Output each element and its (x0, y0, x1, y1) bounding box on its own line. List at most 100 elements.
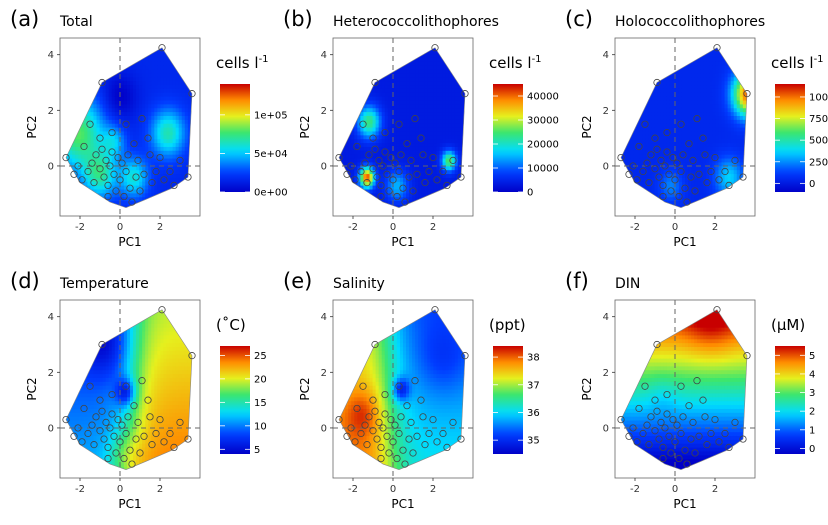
colorbar-title: (µM) (771, 316, 805, 334)
station-point (170, 181, 178, 190)
station-point (691, 187, 699, 195)
panel-title: Holococcolithophores (615, 14, 765, 30)
station-point (98, 407, 106, 415)
station-point (389, 176, 397, 184)
station-point (144, 134, 152, 142)
colorbar-tick-label: 0e+00 (254, 188, 288, 199)
colorbar-tick-label: 15 (254, 398, 267, 409)
station-point (160, 438, 168, 446)
x-tick-label: 2 (712, 484, 718, 495)
station-point (663, 128, 671, 137)
y-axis-label: PC2 (580, 115, 594, 138)
station-point (655, 173, 663, 181)
colorbar (220, 84, 250, 192)
y-axis-label: PC2 (25, 115, 39, 138)
station-point (691, 449, 699, 457)
station-point (343, 432, 351, 440)
colorbar-tick-label: 35 (527, 436, 540, 447)
colorbar-title: (˚C) (216, 316, 246, 334)
x-tick-label: 2 (157, 222, 163, 233)
x-tick-label: -2 (348, 222, 358, 233)
station-point (371, 145, 379, 153)
station-point (449, 156, 457, 164)
station-point (401, 198, 409, 206)
colorbar-tick-label: 5 (254, 445, 260, 456)
x-axis-label: PC1 (391, 497, 414, 511)
colorbar-tick-label: 25 (254, 351, 267, 362)
y-tick-label: 0 (321, 423, 327, 434)
station-point (74, 162, 82, 170)
station-point (667, 449, 675, 457)
colorbar (775, 346, 805, 454)
station-point (96, 165, 104, 173)
station-point (687, 173, 695, 181)
station-point (683, 460, 691, 468)
station-point (679, 413, 687, 421)
station-point (146, 151, 154, 159)
station-point (403, 140, 411, 148)
station-point (703, 441, 711, 449)
x-axis-label: PC1 (673, 235, 696, 249)
station-point (659, 454, 667, 463)
colorbar-title: cells l-1 (771, 54, 824, 72)
station-point (695, 170, 703, 178)
station-point (389, 438, 397, 446)
station-point (387, 153, 395, 162)
station-point (114, 415, 122, 424)
station-point (685, 402, 693, 410)
station-point (383, 170, 391, 178)
station-point (363, 179, 371, 187)
x-tick-label: 0 (390, 484, 396, 495)
station-point (725, 443, 733, 452)
colorbar-tick-label: 1e+05 (254, 110, 288, 121)
station-point (393, 454, 401, 463)
station-point (347, 162, 355, 170)
station-point (84, 167, 92, 176)
station-point (188, 352, 196, 360)
station-point (651, 427, 659, 435)
station-point (641, 120, 649, 128)
station-point (118, 421, 126, 429)
station-point (86, 120, 94, 128)
station-point (635, 142, 643, 151)
station-point (673, 159, 681, 167)
y-tick-label: 0 (48, 161, 54, 172)
station-point (138, 115, 146, 123)
station-point (617, 153, 625, 162)
station-point (148, 441, 156, 449)
station-point (449, 418, 457, 426)
station-point (407, 156, 415, 164)
station-point (659, 443, 667, 452)
station-point (104, 192, 112, 201)
station-point (98, 145, 106, 153)
station-point (381, 148, 389, 156)
station-point (653, 145, 661, 153)
station-point (721, 167, 729, 176)
station-point (405, 173, 413, 181)
station-point (669, 415, 677, 424)
station-point (633, 176, 641, 184)
station-point (671, 176, 679, 184)
station-point (725, 181, 733, 190)
station-point (363, 441, 371, 449)
y-tick-label: 0 (603, 161, 609, 172)
y-tick-label: 0 (603, 423, 609, 434)
y-axis-label: PC2 (298, 377, 312, 400)
station-point (96, 134, 104, 142)
station-point (152, 429, 160, 438)
station-point (379, 424, 387, 432)
panel-0: (a) Total -2 0 2 0 2 4 PC1 PC2 cells l-1 1e+05 5e+04… (10, 7, 288, 249)
station-point (711, 415, 719, 424)
station-point (421, 179, 429, 187)
station-point (361, 421, 369, 429)
colorbar-tick-label: 10 (254, 421, 267, 432)
station-point (643, 159, 651, 167)
station-point (371, 407, 379, 415)
station-point (377, 443, 385, 452)
station-point (122, 429, 130, 438)
station-point (188, 90, 196, 98)
station-point (417, 134, 425, 142)
station-point (136, 187, 144, 195)
station-point (639, 167, 647, 176)
x-axis-label: PC1 (118, 235, 141, 249)
